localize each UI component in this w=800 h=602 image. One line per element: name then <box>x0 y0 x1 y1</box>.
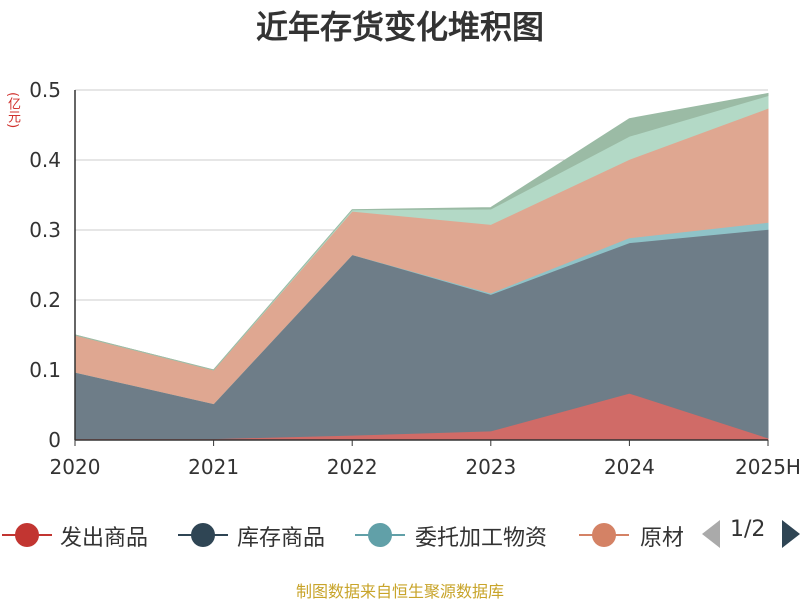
y-tick-label: 0.5 <box>29 78 61 102</box>
legend-prev-page-icon[interactable] <box>702 520 720 548</box>
legend-item-3[interactable]: 原材料 <box>579 512 683 558</box>
legend-label: 发出商品 <box>60 526 149 551</box>
legend-page-indicator: 1/2 <box>730 517 766 542</box>
y-tick-label: 0.1 <box>29 358 61 382</box>
area-series-5[interactable] <box>74 92 769 371</box>
x-tick-label: 2023 <box>465 455 516 479</box>
legend-label: 委托加工物资 <box>415 526 548 551</box>
chart-title: 近年存货变化堆积图 <box>255 8 544 46</box>
legend-circle-icon <box>592 523 616 547</box>
y-tick-label: 0.3 <box>29 218 61 242</box>
legend: 发出商品 库存商品 委托加工物资 原材料 <box>0 512 800 558</box>
x-tick-label: 2021 <box>188 455 239 479</box>
legend-circle-icon <box>15 523 39 547</box>
legend-circle-icon <box>191 523 215 547</box>
legend-label: 库存商品 <box>237 526 326 551</box>
stacked-area-chart: 0 0.1 0.2 0.3 0.4 0.5 2020 2021 2022 2023 2024 2025… <box>29 78 800 479</box>
y-tick-label: 0.2 <box>29 288 61 312</box>
x-tick-label: 2025H <box>735 455 800 479</box>
legend-label: 原材料 <box>640 526 683 551</box>
y-tick-label: 0.4 <box>29 148 61 172</box>
x-tick-label: 2024 <box>604 455 655 479</box>
legend-next-page-icon[interactable] <box>782 520 800 548</box>
x-tick-label: 2022 <box>327 455 378 479</box>
data-source-note: 制图数据来自恒生聚源数据库 <box>295 582 504 601</box>
y-axis-unit-label: (亿元) <box>5 92 20 129</box>
legend-circle-icon <box>368 523 392 547</box>
y-tick-label: 0 <box>48 428 61 452</box>
x-tick-label: 2020 <box>50 455 101 479</box>
